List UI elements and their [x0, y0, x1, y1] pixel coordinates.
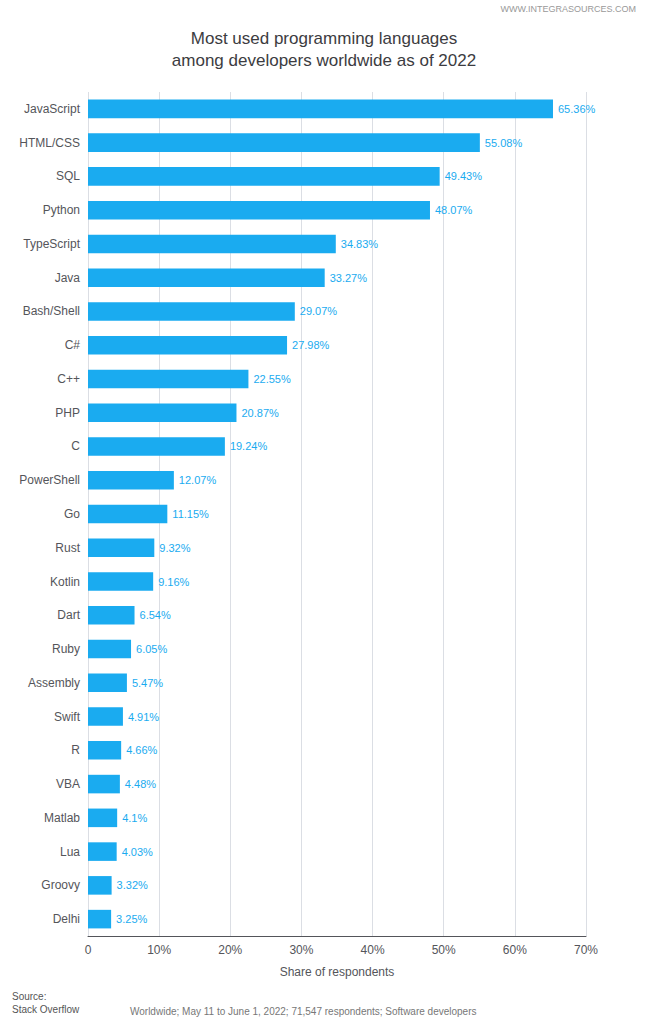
svg-text:4.1%: 4.1%: [122, 812, 147, 824]
svg-text:9.32%: 9.32%: [159, 542, 190, 554]
svg-text:50%: 50%: [432, 943, 456, 957]
svg-text:C#: C#: [65, 338, 81, 352]
svg-text:Rust: Rust: [55, 541, 80, 555]
svg-text:Ruby: Ruby: [52, 642, 80, 656]
svg-text:TypeScript: TypeScript: [23, 237, 80, 251]
svg-text:20.87%: 20.87%: [241, 407, 279, 419]
svg-text:Go: Go: [64, 507, 80, 521]
svg-text:Share of respondents: Share of respondents: [280, 965, 395, 979]
svg-text:48.07%: 48.07%: [435, 204, 473, 216]
svg-text:30%: 30%: [289, 943, 313, 957]
svg-text:R: R: [71, 743, 80, 757]
svg-text:3.25%: 3.25%: [116, 913, 147, 925]
svg-text:Bash/Shell: Bash/Shell: [23, 304, 80, 318]
svg-text:10%: 10%: [147, 943, 171, 957]
svg-text:Python: Python: [43, 203, 80, 217]
svg-text:WWW.INTEGRASOURCES.COM: WWW.INTEGRASOURCES.COM: [501, 4, 637, 14]
svg-text:55.08%: 55.08%: [485, 137, 523, 149]
svg-text:65.36%: 65.36%: [558, 103, 596, 115]
svg-text:Assembly: Assembly: [28, 676, 80, 690]
svg-text:33.27%: 33.27%: [330, 272, 368, 284]
svg-text:VBA: VBA: [56, 777, 80, 791]
svg-text:4.03%: 4.03%: [122, 846, 153, 858]
svg-text:4.48%: 4.48%: [125, 778, 156, 790]
svg-text:0: 0: [85, 943, 92, 957]
svg-text:19.24%: 19.24%: [230, 440, 268, 452]
svg-text:34.83%: 34.83%: [341, 238, 379, 250]
svg-text:Groovy: Groovy: [41, 878, 80, 892]
svg-text:Source:: Source:: [12, 991, 46, 1002]
svg-text:SQL: SQL: [56, 169, 80, 183]
svg-text:5.47%: 5.47%: [132, 677, 163, 689]
svg-text:12.07%: 12.07%: [179, 474, 217, 486]
svg-text:Stack Overflow: Stack Overflow: [12, 1004, 80, 1015]
svg-text:4.91%: 4.91%: [128, 711, 159, 723]
svg-text:6.05%: 6.05%: [136, 643, 167, 655]
svg-text:Swift: Swift: [54, 710, 81, 724]
svg-text:29.07%: 29.07%: [300, 305, 338, 317]
svg-text:PowerShell: PowerShell: [19, 473, 80, 487]
svg-text:3.32%: 3.32%: [117, 879, 148, 891]
svg-text:C++: C++: [57, 372, 80, 386]
svg-text:27.98%: 27.98%: [292, 339, 330, 351]
svg-text:Lua: Lua: [60, 845, 80, 859]
svg-text:Kotlin: Kotlin: [50, 575, 80, 589]
svg-text:20%: 20%: [218, 943, 242, 957]
svg-text:Dart: Dart: [57, 608, 80, 622]
svg-text:6.54%: 6.54%: [140, 609, 171, 621]
svg-text:among developers worldwide as: among developers worldwide as of 2022: [172, 51, 476, 70]
svg-text:Most used programming language: Most used programming languages: [191, 29, 457, 48]
svg-text:60%: 60%: [503, 943, 527, 957]
svg-text:11.15%: 11.15%: [172, 508, 209, 520]
svg-text:Worldwide; May 11 to June 1, 2: Worldwide; May 11 to June 1, 2022; 71,54…: [130, 1006, 477, 1017]
svg-text:Java: Java: [55, 271, 81, 285]
svg-text:4.66%: 4.66%: [126, 744, 157, 756]
svg-text:40%: 40%: [361, 943, 385, 957]
svg-text:49.43%: 49.43%: [445, 170, 483, 182]
svg-text:Matlab: Matlab: [44, 811, 80, 825]
svg-text:C: C: [71, 439, 80, 453]
svg-text:Delhi: Delhi: [53, 912, 80, 926]
svg-text:9.16%: 9.16%: [158, 576, 189, 588]
svg-text:PHP: PHP: [55, 406, 80, 420]
svg-text:JavaScript: JavaScript: [24, 102, 81, 116]
svg-text:70%: 70%: [574, 943, 598, 957]
svg-text:HTML/CSS: HTML/CSS: [19, 136, 80, 150]
svg-text:22.55%: 22.55%: [253, 373, 291, 385]
